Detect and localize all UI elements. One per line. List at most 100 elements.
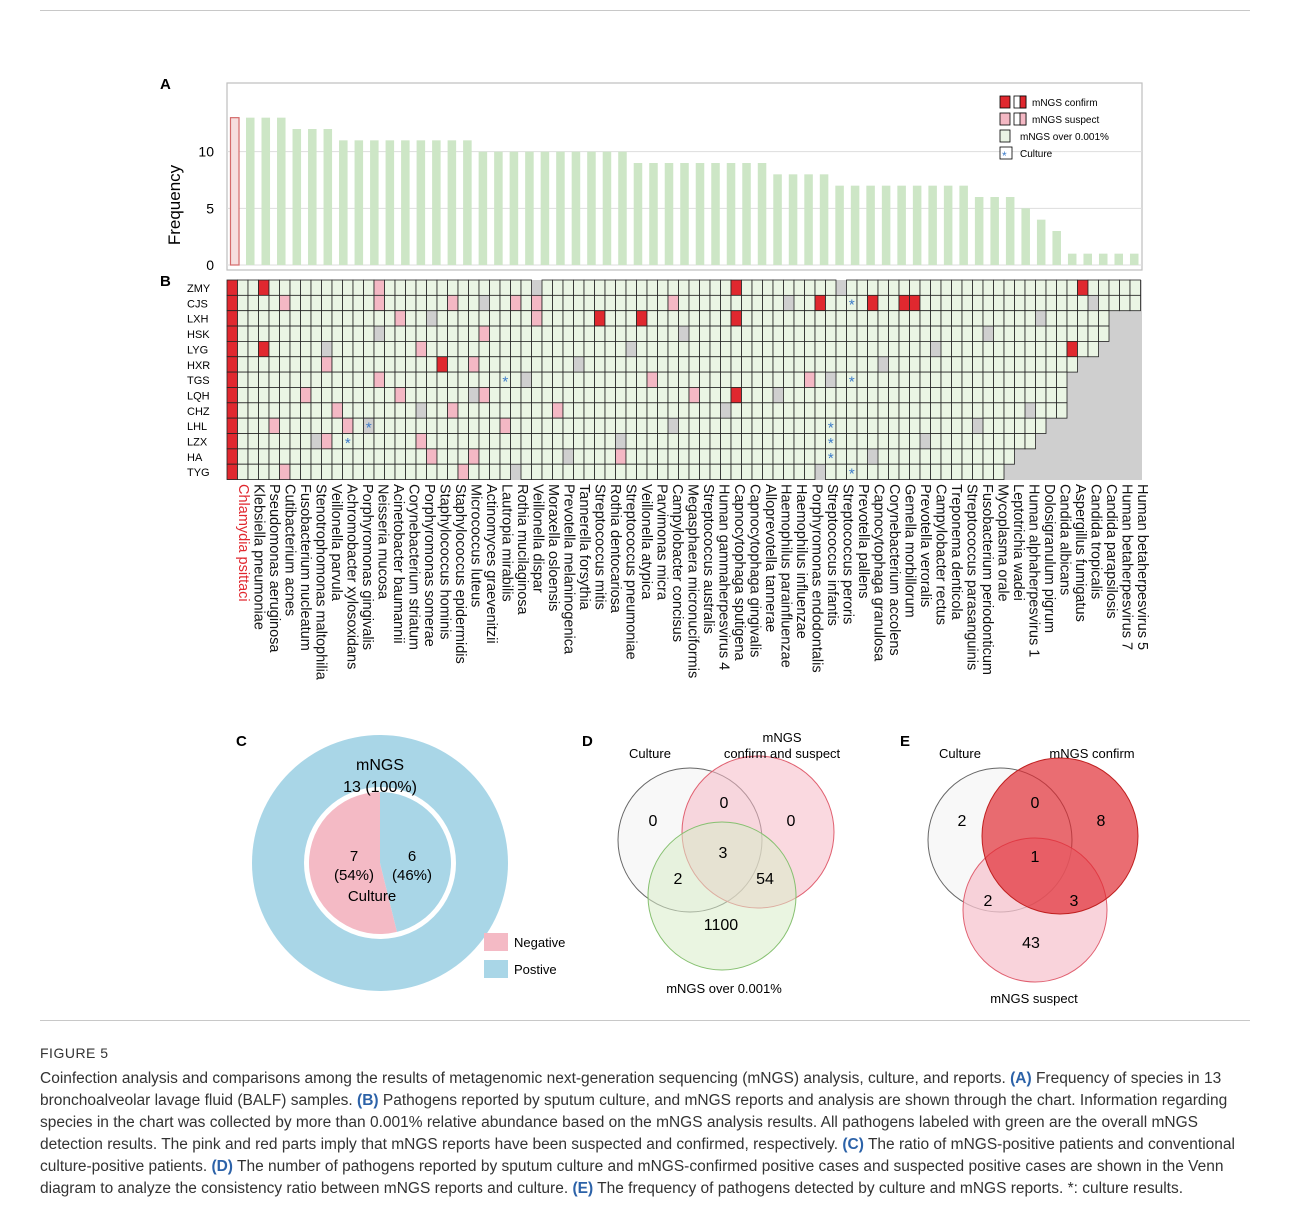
cell-1-78 (1045, 294, 1057, 312)
cell-2-7 (300, 310, 312, 327)
cell-10-59 (846, 433, 858, 450)
cell-3-44 (688, 325, 700, 342)
caption-b-label: (B) (357, 1092, 379, 1109)
cell-4-68 (940, 340, 952, 358)
cell-8-61 (867, 402, 879, 419)
cell-3-62 (877, 325, 889, 342)
venn-d-culture-mngs: 0 (720, 795, 729, 812)
cell-8-29 (531, 402, 543, 419)
species-label-16: Actinomyces graevenitzii (483, 484, 499, 644)
cell-4-66 (919, 340, 931, 358)
cell-4-10 (331, 340, 343, 358)
cell-10-62 (877, 433, 889, 450)
cell-11-38 (625, 448, 637, 465)
cell-7-47 (720, 387, 732, 404)
cell-6-23 (468, 371, 480, 388)
cell-6-49 (741, 371, 753, 388)
cell-6-68 (940, 371, 952, 388)
cell-3-30 (541, 325, 553, 342)
cell-3-55 (804, 325, 816, 342)
cell-5-13 (363, 356, 375, 373)
cell-3-57 (825, 325, 837, 342)
cell-0-55 (804, 279, 816, 296)
cell-11-17 (405, 448, 417, 465)
row-label-hxr: HXR (187, 360, 210, 372)
cell-10-16 (394, 433, 406, 450)
cell-9-6 (289, 417, 301, 434)
cell-9-69 (951, 417, 963, 434)
cell-9-75 (1014, 417, 1026, 434)
cell-11-51 (762, 448, 774, 465)
cell-5-53 (783, 356, 795, 373)
cell-6-79 (1056, 371, 1068, 388)
cell-11-46 (709, 448, 721, 465)
cell-7-40 (646, 387, 658, 404)
cell-0-70 (961, 279, 973, 296)
cell-5-52 (772, 356, 784, 373)
cell-12-73 (993, 463, 1005, 480)
cell-10-60 (856, 433, 868, 450)
bar-5 (308, 129, 317, 265)
cell-0-65 (909, 279, 921, 296)
cell-7-74 (1003, 387, 1015, 404)
row-label-lhl: LHL (187, 421, 207, 433)
cell-4-19 (426, 340, 438, 358)
row-label-lyg: LYG (187, 344, 208, 356)
cell-3-22 (457, 325, 469, 342)
cell-11-31 (552, 448, 564, 465)
cell-11-12 (352, 448, 364, 465)
cell-2-29 (531, 310, 543, 327)
cell-8-21 (447, 402, 459, 419)
cell-4-27 (510, 340, 522, 358)
cell-8-24 (478, 402, 490, 419)
bar-50 (1005, 197, 1015, 265)
cell-5-55 (804, 356, 816, 373)
cell-12-44 (688, 463, 700, 480)
cell-8-67 (930, 402, 942, 419)
cell-2-47 (720, 310, 732, 327)
cell-0-43 (678, 279, 690, 296)
legend-label-positive: Postive (514, 962, 557, 977)
cell-8-69 (951, 402, 963, 419)
panel-a-legend: mNGS confirm mNGS suspect mNGS over 0.001%… (999, 95, 1109, 163)
cell-4-53 (783, 340, 795, 358)
cell-0-25 (489, 279, 501, 296)
cell-6-41 (657, 371, 669, 388)
cell-8-8 (310, 402, 322, 419)
cell-10-21 (447, 433, 459, 450)
cell-6-47 (720, 371, 732, 388)
cell-0-7 (300, 279, 312, 296)
cell-11-68 (940, 448, 952, 465)
cell-7-30 (541, 387, 553, 404)
cell-6-9 (321, 371, 333, 388)
cell-10-15 (384, 433, 396, 450)
cell-5-48 (730, 356, 742, 373)
cell-2-45 (699, 310, 711, 327)
species-label-10: Acinetobacter baumannii (390, 484, 406, 644)
cell-1-56 (814, 294, 826, 312)
cell-4-65 (909, 340, 921, 358)
cell-1-67 (930, 294, 942, 312)
cell-8-68 (940, 402, 952, 419)
cell-2-49 (741, 310, 753, 327)
cell-8-74 (1003, 402, 1015, 419)
species-label-21: Prevotella melaninogenica (560, 484, 576, 655)
cell-5-67 (930, 356, 942, 373)
cell-8-20 (436, 402, 448, 419)
cell-12-23 (468, 463, 480, 480)
cell-3-54 (793, 325, 805, 342)
cell-5-25 (489, 356, 501, 373)
cell-8-58 (835, 402, 847, 419)
bar-29 (680, 163, 689, 265)
cell-9-39 (636, 417, 648, 434)
cell-0-51 (762, 279, 774, 296)
bar-22 (571, 151, 581, 265)
cell-5-50 (751, 356, 763, 373)
cell-9-25 (489, 417, 501, 434)
pie-slice-negative (309, 792, 397, 934)
cell-11-3 (258, 448, 270, 465)
cell-0-35 (594, 279, 606, 296)
cell-6-8 (310, 371, 322, 388)
cell-10-4 (268, 433, 280, 450)
